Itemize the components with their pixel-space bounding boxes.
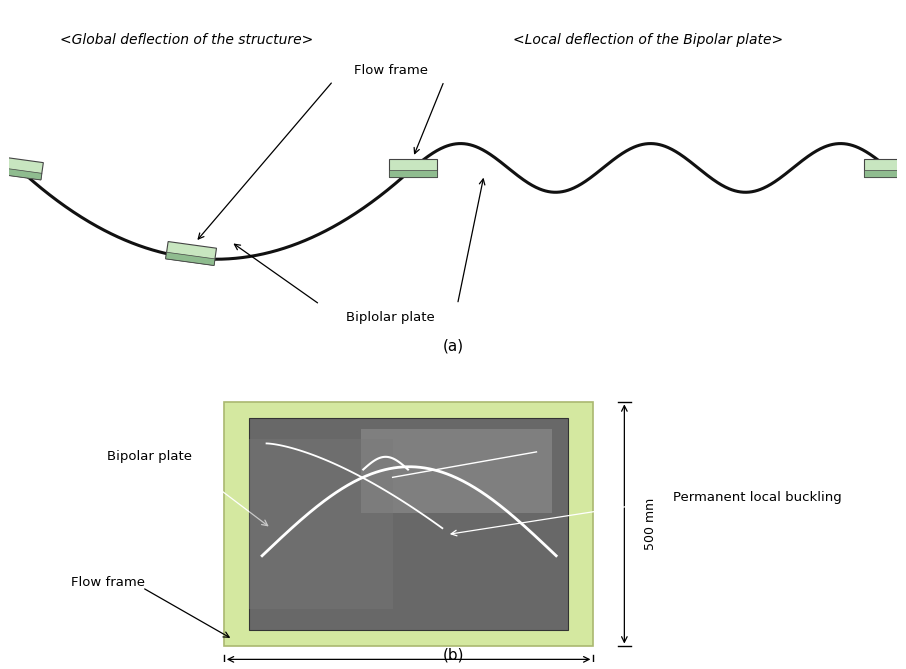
- Text: Flow frame: Flow frame: [72, 576, 145, 589]
- Bar: [224, 401, 593, 646]
- Bar: [863, 170, 906, 177]
- Text: (b): (b): [442, 648, 464, 663]
- Bar: [249, 418, 568, 630]
- Text: <Local deflection of the Bipolar plate>: <Local deflection of the Bipolar plate>: [514, 33, 784, 47]
- Bar: [0, 167, 42, 180]
- Bar: [166, 252, 215, 266]
- Text: Bipolar plate: Bipolar plate: [107, 450, 192, 463]
- Text: (a): (a): [442, 339, 464, 354]
- Text: Flow frame: Flow frame: [354, 64, 428, 76]
- Text: <Global deflection of the structure>: <Global deflection of the structure>: [60, 33, 313, 47]
- Text: Permanent local buckling: Permanent local buckling: [673, 491, 842, 504]
- Bar: [863, 159, 906, 177]
- Bar: [249, 439, 392, 609]
- Bar: [389, 159, 438, 177]
- Bar: [0, 156, 43, 180]
- Text: Biplolar plate: Biplolar plate: [346, 311, 435, 324]
- Bar: [389, 170, 438, 177]
- Text: 500 mm: 500 mm: [644, 498, 657, 550]
- Bar: [361, 429, 553, 513]
- Bar: [166, 242, 217, 266]
